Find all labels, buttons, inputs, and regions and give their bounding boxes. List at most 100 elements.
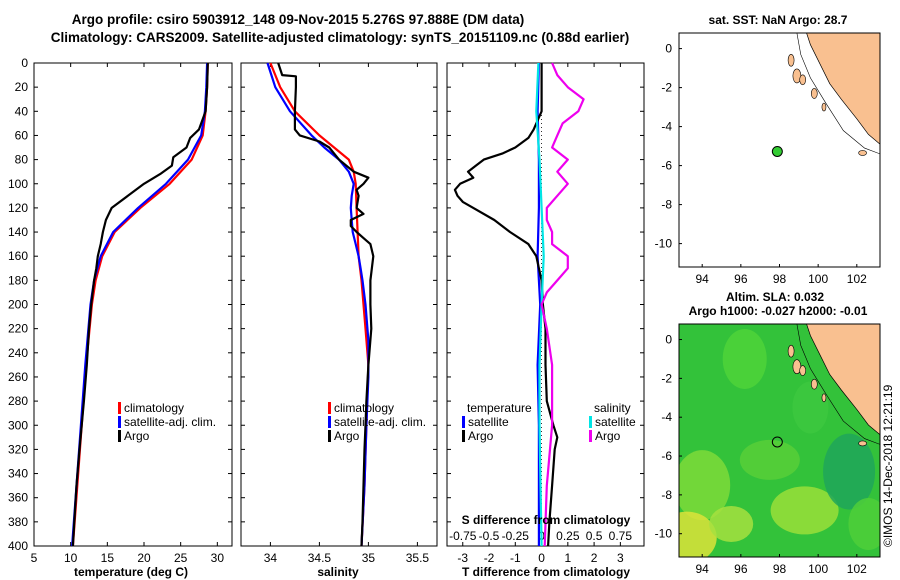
depth-tick-label: 340	[8, 467, 28, 481]
legend-s-argo-swatch	[589, 430, 592, 442]
sla-map-title-2: Argo h1000: -0.027 h2000: -0.01	[689, 304, 868, 318]
title-line-2: Climatology: CARS2009. Satellite-adjuste…	[51, 30, 629, 45]
island	[858, 440, 867, 447]
s-diff-tick-label: 0.25	[556, 529, 580, 543]
lon-tick-label: 102	[847, 272, 867, 286]
depth-tick-label: 0	[21, 56, 28, 70]
lat-tick-label: -8	[661, 488, 672, 502]
depth-tick-label: 20	[15, 80, 29, 94]
island	[821, 102, 827, 112]
island	[799, 74, 806, 86]
difference-legend: temperature satellite Argo salinity sate…	[462, 401, 636, 443]
lat-tick-label: -2	[661, 81, 672, 95]
legend-temperature-heading: temperature	[467, 401, 532, 415]
lon-tick-label: 94	[696, 272, 710, 286]
island	[799, 365, 806, 376]
depth-tick-label: 100	[8, 177, 28, 191]
temperature-xlabel: temperature (deg C)	[74, 565, 188, 579]
depth-tick-label: 60	[15, 128, 29, 142]
sla-anomaly-blob	[848, 497, 880, 550]
depth-tick-label: 220	[8, 322, 28, 336]
lat-tick-label: -4	[661, 120, 672, 134]
x-tick-label: 25	[174, 551, 188, 565]
x-tick-label: 0	[538, 551, 545, 565]
legend-climatology-swatch	[328, 402, 331, 414]
legend-s-satellite-label: satellite	[595, 415, 636, 429]
s-diff-tick-label: 0.5	[586, 529, 603, 543]
temperature-panel: 0 20 40 60 80 100 120 140 160 180 200 220 240 260 280 3…	[8, 56, 233, 565]
depth-tick-label: 160	[8, 249, 28, 263]
legend-s-argo-label: Argo	[595, 429, 621, 443]
x-tick-label: 1	[564, 551, 571, 565]
x-tick-label: 34.5	[308, 551, 332, 565]
x-tick-label: 3	[617, 551, 624, 565]
difference-panel: -3 -2 -1 0 1 2 3-0.75 -0.5 -0.25 0 0.25 0.5 0.75	[446, 62, 645, 565]
legend-satellite-label: satellite-adj. clim.	[124, 415, 216, 429]
lon-tick-label: 94	[696, 562, 710, 576]
land-sumatra	[806, 324, 880, 436]
depth-tick-label: 80	[15, 153, 29, 167]
lon-tick-label: 100	[808, 562, 828, 576]
island	[858, 150, 867, 156]
depth-tick-label: 180	[8, 273, 28, 287]
island	[787, 53, 795, 67]
x-tick-label: 15	[101, 551, 115, 565]
series-climatology	[71, 62, 209, 547]
legend-climatology-label: climatology	[334, 401, 394, 415]
x-tick-label: 30	[211, 551, 225, 565]
legend-argo-swatch	[328, 430, 331, 442]
x-tick-label: -2	[484, 551, 495, 565]
s-diff-tick-label: -0.5	[479, 529, 500, 543]
map-content	[679, 324, 880, 557]
lat-tick-label: -2	[661, 371, 672, 385]
argo-location-marker	[771, 145, 783, 157]
lon-tick-label: 98	[773, 562, 787, 576]
legend-climatology-label: climatology	[124, 401, 184, 415]
sla-anomaly-blob	[739, 439, 800, 480]
lon-tick-label: 96	[734, 562, 748, 576]
sla-map-panel: 94 96 98 100 102 0 -2 -4 -6 -8 -10	[655, 323, 881, 576]
series-argo	[277, 62, 375, 547]
island	[810, 88, 818, 99]
depth-tick-label: 140	[8, 225, 28, 239]
legend-satellite-label: satellite-adj. clim.	[334, 415, 426, 429]
series-salinity-argo	[540, 62, 585, 547]
argo-location-marker	[771, 436, 783, 448]
lat-tick-label: 0	[665, 42, 672, 56]
lat-tick-label: -6	[661, 159, 672, 173]
sla-map-title-1: Altim. SLA: 0.032	[726, 290, 824, 304]
sst-map-panel: 94 96 98 100 102 0 -2 -4 -6 -8 -10	[655, 32, 881, 286]
series-argo	[71, 62, 209, 547]
legend-argo-swatch	[118, 430, 121, 442]
legend-t-argo-label: Argo	[468, 429, 494, 443]
depth-tick-label: 120	[8, 201, 28, 215]
salinity-panel: 34 34.5 35 35.5	[240, 62, 438, 565]
lat-tick-label: -10	[655, 237, 673, 251]
salinity-xlabel: salinity	[317, 565, 359, 579]
lon-tick-label: 102	[847, 562, 867, 576]
legend-satellite-swatch	[328, 416, 331, 428]
island	[787, 344, 795, 358]
legend-satellite-swatch	[118, 416, 121, 428]
sla-anomaly-blob	[722, 328, 767, 389]
s-diff-tick-label: -0.25	[502, 529, 530, 543]
salinity-legend: climatology satellite-adj. clim. Argo	[328, 401, 426, 443]
legend-argo-label: Argo	[334, 429, 360, 443]
x-tick-label: 5	[31, 551, 38, 565]
s-diff-tick-label: -0.75	[449, 529, 477, 543]
lat-tick-label: -4	[661, 410, 672, 424]
x-tick-label: -3	[457, 551, 468, 565]
series-climatology	[269, 62, 370, 547]
island	[810, 378, 818, 390]
depth-tick-label: 320	[8, 442, 28, 456]
sst-map-title: sat. SST: NaN Argo: 28.7	[709, 13, 848, 27]
legend-salinity-heading: salinity	[594, 401, 631, 415]
depth-tick-label: 260	[8, 370, 28, 384]
x-tick-label: -1	[510, 551, 521, 565]
plot-frame	[446, 62, 645, 547]
sla-anomaly-blob	[792, 381, 829, 434]
land-sumatra	[806, 33, 880, 145]
lon-tick-label: 98	[773, 272, 787, 286]
lat-tick-label: 0	[665, 333, 672, 347]
